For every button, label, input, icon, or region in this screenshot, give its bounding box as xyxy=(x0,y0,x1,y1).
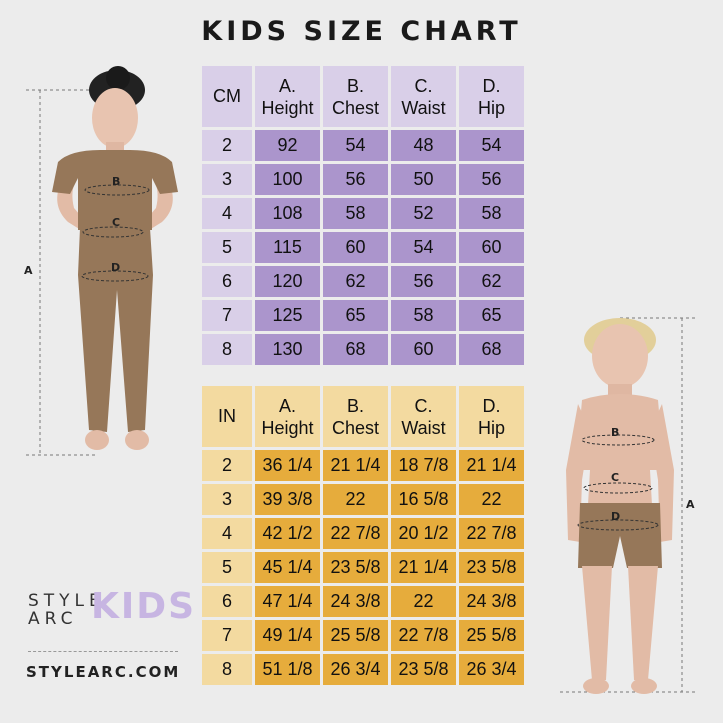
table-row: 8 51 1/8 26 3/4 23 5/8 26 3/4 xyxy=(202,654,524,685)
in-size-table: IN A. Height B. Chest C. Waist D. Hip 2 36 1/… xyxy=(199,383,527,688)
table-row: 7 125 65 58 65 xyxy=(202,300,524,331)
in-header-chest: B. Chest xyxy=(323,386,388,447)
table-row: 3 100 56 50 56 xyxy=(202,164,524,195)
table-row: 2 36 1/4 21 1/4 18 7/8 21 1/4 xyxy=(202,450,524,481)
table-row: 5 115 60 54 60 xyxy=(202,232,524,263)
girl-label-a: A xyxy=(24,264,33,277)
in-header-hip: D. Hip xyxy=(459,386,524,447)
table-row: 5 45 1/4 23 5/8 21 1/4 23 5/8 xyxy=(202,552,524,583)
brand-kids-text: KIDS xyxy=(91,586,197,627)
table-row: 6 120 62 56 62 xyxy=(202,266,524,297)
brand-divider xyxy=(28,651,178,652)
boy-label-c: C xyxy=(611,471,619,484)
brand-logo: STYLE ARC KIDS xyxy=(28,586,194,629)
table-row: 2 92 54 48 54 xyxy=(202,130,524,161)
table-row: 4 42 1/2 22 7/8 20 1/2 22 7/8 xyxy=(202,518,524,549)
cm-header-waist: C. Waist xyxy=(391,66,456,127)
cm-header-hip: D. Hip xyxy=(459,66,524,127)
in-header-waist: C. Waist xyxy=(391,386,456,447)
boy-label-d: D xyxy=(611,510,620,523)
page-title: KIDS SIZE CHART xyxy=(201,16,522,47)
brand-style-text: STYLE xyxy=(28,591,105,611)
girl-label-d: D xyxy=(111,261,120,274)
girl-label-b: B xyxy=(112,175,120,188)
table-row: 8 130 68 60 68 xyxy=(202,334,524,365)
table-row: 6 47 1/4 24 3/8 22 24 3/8 xyxy=(202,586,524,617)
table-row: 3 39 3/8 22 16 5/8 22 xyxy=(202,484,524,515)
in-unit-label: IN xyxy=(202,386,252,447)
table-row: 4 108 58 52 58 xyxy=(202,198,524,229)
cm-header-chest: B. Chest xyxy=(323,66,388,127)
cm-unit-label: CM xyxy=(202,66,252,127)
girl-label-c: C xyxy=(112,216,120,229)
brand-arc-text: ARC xyxy=(28,609,78,629)
cm-header-height: A. Height xyxy=(255,66,320,127)
boy-label-a: A xyxy=(686,498,695,511)
boy-label-b: B xyxy=(611,426,619,439)
brand-url: STYLEARC.COM xyxy=(26,663,181,681)
boy-figure: A B C D xyxy=(560,317,695,694)
table-row: 7 49 1/4 25 5/8 22 7/8 25 5/8 xyxy=(202,620,524,651)
in-header-height: A. Height xyxy=(255,386,320,447)
cm-header-row: CM A. Height B. Chest C. Waist D. Hip xyxy=(202,66,524,127)
girl-figure: A B C D xyxy=(24,66,178,456)
in-header-row: IN A. Height B. Chest C. Waist D. Hip xyxy=(202,386,524,447)
cm-size-table: CM A. Height B. Chest C. Waist D. Hip 2 92 54 4… xyxy=(199,63,527,368)
